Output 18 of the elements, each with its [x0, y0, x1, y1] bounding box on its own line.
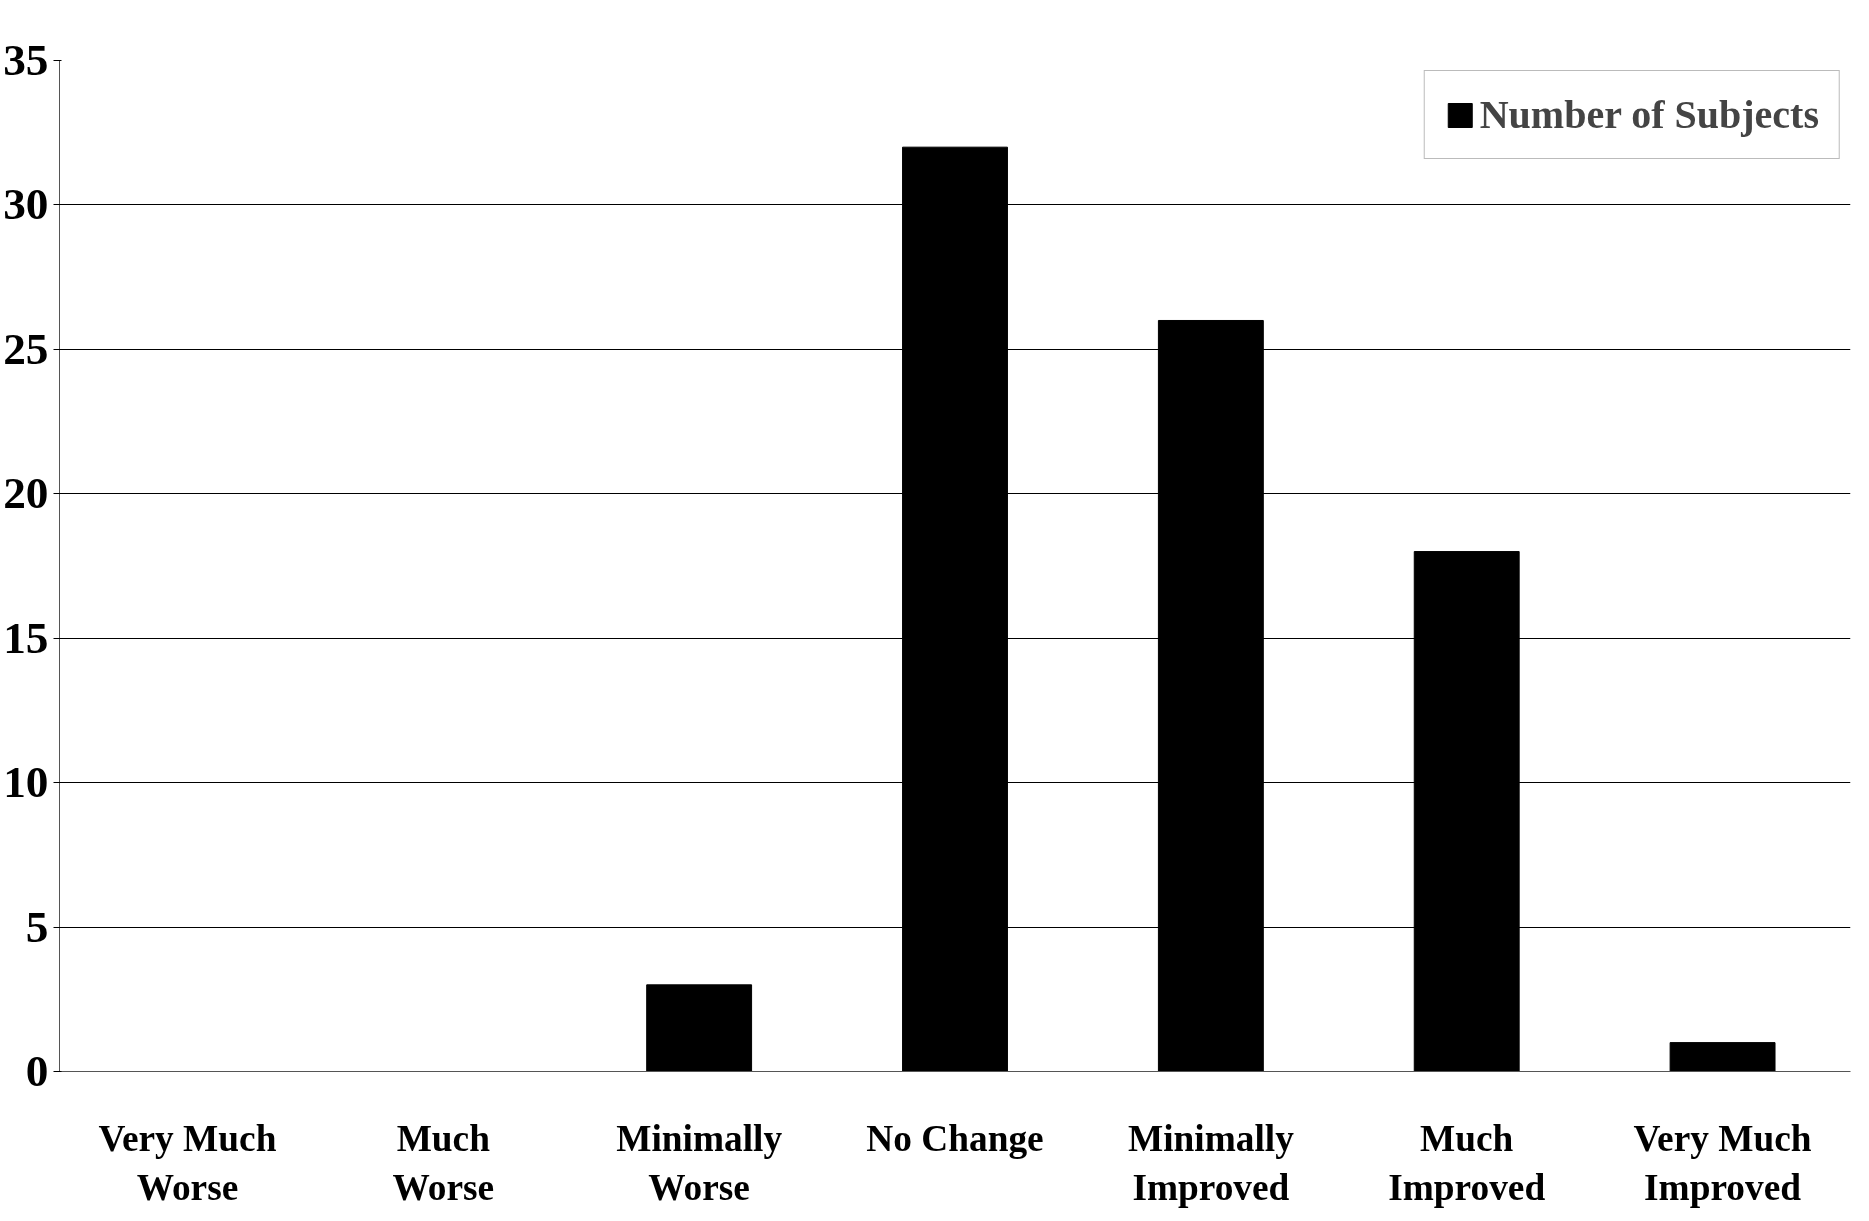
x-tick-label: Much Worse: [392, 1117, 495, 1208]
legend-label: Number of Subjects: [1479, 91, 1819, 138]
x-tick-label: Minimally Worse: [616, 1117, 783, 1208]
x-tick-label: Very Much Improved: [1633, 1117, 1812, 1208]
x-tick-label: Minimally Improved: [1127, 1117, 1295, 1208]
y-tick-label: 0: [25, 1046, 49, 1096]
y-tick-label: 5: [25, 901, 49, 952]
x-tick-label: No Change: [866, 1117, 1044, 1159]
bar: [646, 984, 753, 1072]
y-tick-label: 25: [3, 323, 49, 374]
y-tick-label: 10: [3, 757, 49, 808]
y-tick-label: 35: [3, 35, 49, 85]
x-tick-label: Very Much Worse: [98, 1117, 277, 1208]
y-tick-label: 15: [3, 612, 49, 663]
y-tick-label: 20: [3, 468, 49, 519]
x-tick-label: Much Improved: [1388, 1117, 1546, 1208]
bar: [1669, 1042, 1776, 1072]
y-tick-label: 30: [3, 179, 49, 230]
